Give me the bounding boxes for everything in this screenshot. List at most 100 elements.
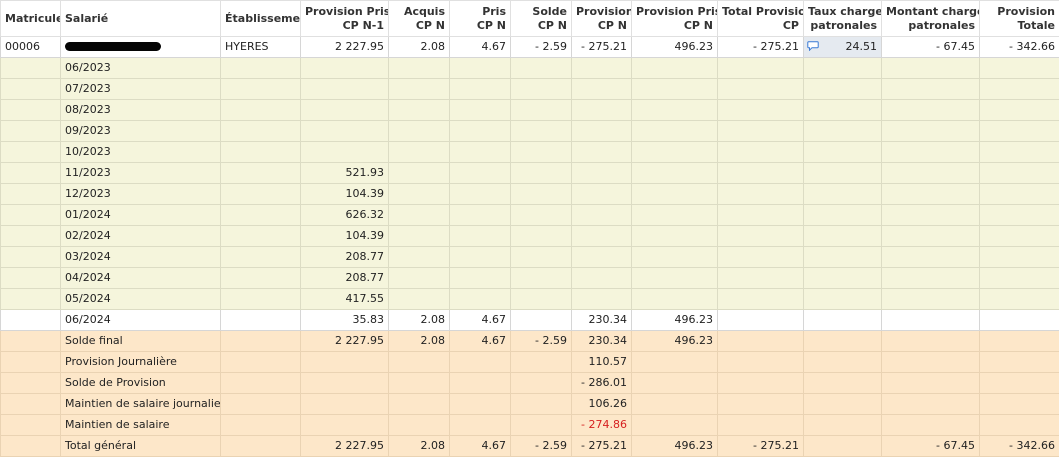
montant-charges-cell[interactable]: - 67.45 bbox=[882, 37, 980, 58]
row-label: Total général bbox=[61, 436, 221, 457]
month-label: 05/2024 bbox=[61, 289, 221, 310]
taux-value: 24.51 bbox=[846, 40, 878, 53]
provision-prise-n1-cell[interactable] bbox=[301, 100, 389, 121]
month-label: 02/2024 bbox=[61, 226, 221, 247]
month-label: 08/2023 bbox=[61, 100, 221, 121]
provision-prise-n1-cell[interactable] bbox=[301, 58, 389, 79]
acquis-cell[interactable]: 2.08 bbox=[389, 436, 450, 457]
month-row[interactable]: 10/2023 bbox=[1, 142, 1059, 163]
provision-prise-n1-cell[interactable]: 626.32 bbox=[301, 205, 389, 226]
pris-cell[interactable]: 4.67 bbox=[450, 37, 511, 58]
maintien-journalier-row[interactable]: Maintien de salaire journalier 106.26 bbox=[1, 394, 1059, 415]
row-label: Solde final bbox=[61, 331, 221, 352]
acquis-cell[interactable]: 2.08 bbox=[389, 331, 450, 352]
col-header-etablissement[interactable]: Établissement bbox=[221, 1, 301, 37]
provision-prise-n1-cell[interactable]: 35.83 bbox=[301, 310, 389, 331]
provision-prise-n1-cell[interactable] bbox=[301, 121, 389, 142]
acquis-cell[interactable]: 2.08 bbox=[389, 37, 450, 58]
provision-prise-n1-cell[interactable]: 208.77 bbox=[301, 268, 389, 289]
employee-row[interactable]: 00006 HYERES 2 227.95 2.08 4.67 - 2.59 -… bbox=[1, 37, 1059, 58]
provision-cell[interactable]: - 275.21 bbox=[572, 37, 632, 58]
maintien-salaire-row[interactable]: Maintien de salaire - 274.86 bbox=[1, 415, 1059, 436]
month-label: 06/2023 bbox=[61, 58, 221, 79]
solde-cell[interactable]: - 2.59 bbox=[511, 331, 572, 352]
solde-final-row[interactable]: Solde final 2 227.95 2.08 4.67 - 2.59 23… bbox=[1, 331, 1059, 352]
total-provision-cell[interactable]: - 275.21 bbox=[718, 37, 804, 58]
total-provision-cell[interactable]: - 275.21 bbox=[718, 436, 804, 457]
month-label: 12/2023 bbox=[61, 184, 221, 205]
provision-totale-cell[interactable]: - 342.66 bbox=[980, 37, 1059, 58]
provision-journaliere-row[interactable]: Provision Journalière 110.57 bbox=[1, 352, 1059, 373]
month-row[interactable]: 07/2023 bbox=[1, 79, 1059, 100]
provision-prise-n1-cell[interactable]: 2 227.95 bbox=[301, 331, 389, 352]
provision-prise-n-cell[interactable]: 496.23 bbox=[632, 436, 718, 457]
solde-cell[interactable]: - 2.59 bbox=[511, 436, 572, 457]
pris-cell[interactable]: 4.67 bbox=[450, 331, 511, 352]
provision-cell[interactable]: 230.34 bbox=[572, 331, 632, 352]
month-label: 11/2023 bbox=[61, 163, 221, 184]
provision-cell[interactable]: - 286.01 bbox=[572, 373, 632, 394]
provision-prise-n1-cell[interactable]: 104.39 bbox=[301, 226, 389, 247]
row-label: Maintien de salaire journalier bbox=[61, 394, 221, 415]
salarie-cell-redacted[interactable] bbox=[61, 37, 221, 58]
matricule-cell[interactable]: 00006 bbox=[1, 37, 61, 58]
month-row[interactable]: 05/2024 417.55 bbox=[1, 289, 1059, 310]
row-label: Solde de Provision bbox=[61, 373, 221, 394]
month-row[interactable]: 06/2023 bbox=[1, 58, 1059, 79]
month-label: 06/2024 bbox=[61, 310, 221, 331]
provision-cell-negative[interactable]: - 274.86 bbox=[572, 415, 632, 436]
row-label: Provision Journalière bbox=[61, 352, 221, 373]
pris-cell[interactable]: 4.67 bbox=[450, 310, 511, 331]
provision-prise-n1-cell[interactable] bbox=[301, 142, 389, 163]
provision-cell[interactable]: 106.26 bbox=[572, 394, 632, 415]
solde-provision-row[interactable]: Solde de Provision - 286.01 bbox=[1, 373, 1059, 394]
provision-prise-n1-cell[interactable] bbox=[301, 79, 389, 100]
provision-prise-n-cell[interactable]: 496.23 bbox=[632, 310, 718, 331]
provision-prise-n-cell[interactable]: 496.23 bbox=[632, 37, 718, 58]
col-header-provision-prise-n[interactable]: Provision PriseCP N bbox=[632, 1, 718, 37]
comment-icon[interactable] bbox=[807, 41, 819, 51]
col-header-matricule[interactable]: Matricule bbox=[1, 1, 61, 37]
col-header-provision-prise-n1[interactable]: Provision PriseCP N-1 bbox=[301, 1, 389, 37]
provision-prise-n1-cell[interactable]: 208.77 bbox=[301, 247, 389, 268]
provision-prise-n-cell[interactable]: 496.23 bbox=[632, 331, 718, 352]
month-label: 04/2024 bbox=[61, 268, 221, 289]
provision-prise-n1-cell[interactable]: 2 227.95 bbox=[301, 37, 389, 58]
month-row[interactable]: 12/2023 104.39 bbox=[1, 184, 1059, 205]
taux-charges-cell[interactable]: 24.51 bbox=[804, 37, 882, 58]
header-row: Matricule Salarié Établissement Provisio… bbox=[1, 1, 1059, 37]
month-row[interactable]: 04/2024 208.77 bbox=[1, 268, 1059, 289]
col-header-salarie[interactable]: Salarié bbox=[61, 1, 221, 37]
etablissement-cell[interactable]: HYERES bbox=[221, 37, 301, 58]
month-row[interactable]: 08/2023 bbox=[1, 100, 1059, 121]
provision-prise-n1-cell[interactable]: 417.55 bbox=[301, 289, 389, 310]
total-general-row[interactable]: Total général 2 227.95 2.08 4.67 - 2.59 … bbox=[1, 436, 1059, 457]
provision-cell[interactable]: 230.34 bbox=[572, 310, 632, 331]
provision-prise-n1-cell[interactable]: 2 227.95 bbox=[301, 436, 389, 457]
month-row[interactable]: 11/2023 521.93 bbox=[1, 163, 1059, 184]
acquis-cell[interactable]: 2.08 bbox=[389, 310, 450, 331]
provision-cell[interactable]: - 275.21 bbox=[572, 436, 632, 457]
provision-prise-n1-cell[interactable]: 521.93 bbox=[301, 163, 389, 184]
month-row[interactable]: 02/2024 104.39 bbox=[1, 226, 1059, 247]
current-month-row[interactable]: 06/2024 35.83 2.08 4.67 230.34 496.23 bbox=[1, 310, 1059, 331]
solde-cell[interactable]: - 2.59 bbox=[511, 37, 572, 58]
provision-prise-n1-cell[interactable]: 104.39 bbox=[301, 184, 389, 205]
month-row[interactable]: 09/2023 bbox=[1, 121, 1059, 142]
provision-totale-cell[interactable]: - 342.66 bbox=[980, 436, 1059, 457]
provision-cell[interactable]: 110.57 bbox=[572, 352, 632, 373]
pris-cell[interactable]: 4.67 bbox=[450, 436, 511, 457]
montant-charges-cell[interactable]: - 67.45 bbox=[882, 436, 980, 457]
